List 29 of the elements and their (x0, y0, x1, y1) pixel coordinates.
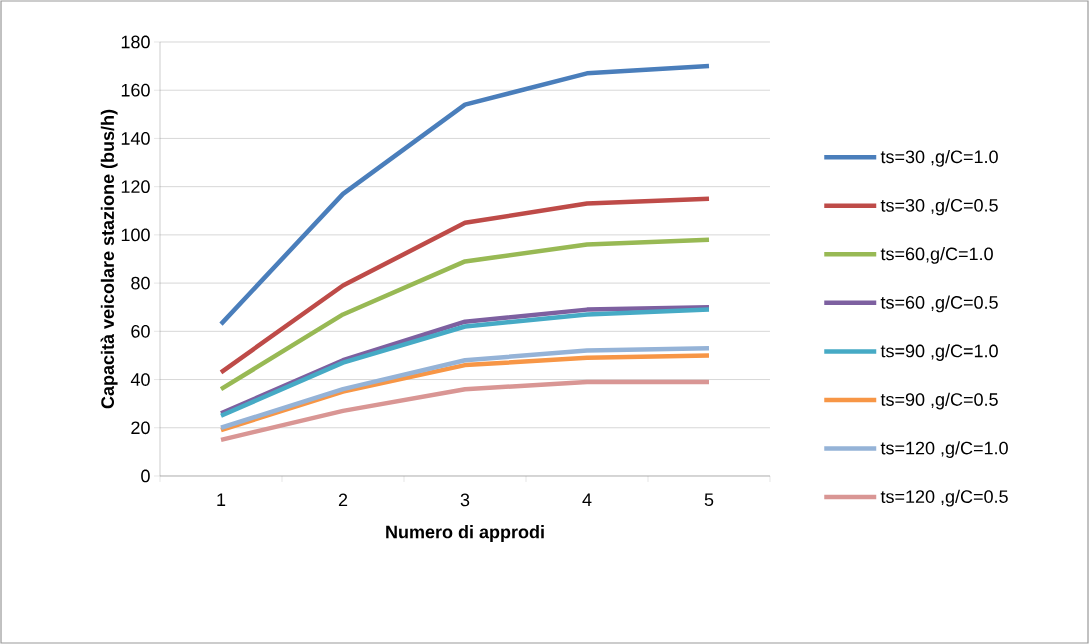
legend-label: ts=90 ,g/C=0.5 (880, 392, 998, 410)
line-series (218, 63, 712, 327)
x-tick-label: 2 (338, 493, 348, 507)
y-tick-label: 80 (131, 276, 150, 290)
legend-label: ts=30 ,g/C=0.5 (880, 198, 998, 216)
legend-label: ts=30 ,g/C=1.0 (880, 149, 998, 167)
line-series (218, 196, 712, 375)
x-tick-label: 3 (460, 493, 470, 507)
y-tick-label: 160 (121, 83, 150, 97)
legend-label: ts=60,g/C=1.0 (880, 247, 993, 264)
y-tick-label: 180 (121, 35, 150, 49)
legend-label: ts=60 ,g/C=0.5 (880, 295, 998, 313)
x-tick-label: 5 (704, 493, 714, 507)
x-tick-label: 4 (582, 493, 592, 506)
line-series (218, 379, 712, 443)
y-tick-label: 100 (121, 228, 150, 242)
line-series (218, 237, 712, 392)
y-tick-label: 0 (141, 469, 150, 483)
y-tick-label: 60 (131, 324, 150, 338)
x-axis-title: Numero di approdi (386, 525, 544, 542)
y-axis-title: Capacità veicolare stazione (bus/h) (100, 109, 118, 409)
legend-label: ts=120 ,g/C=1.0 (880, 441, 1008, 458)
y-tick-label: 140 (121, 132, 150, 145)
legend-label: ts=120 ,g/C=0.5 (880, 489, 1008, 507)
y-tick-label: 40 (130, 373, 150, 386)
legend-label: ts=90 ,g/C=1.0 (880, 344, 998, 361)
y-tick-label: 120 (121, 180, 150, 194)
x-tick-label: 1 (217, 493, 226, 506)
y-tick-label: 20 (131, 421, 150, 435)
